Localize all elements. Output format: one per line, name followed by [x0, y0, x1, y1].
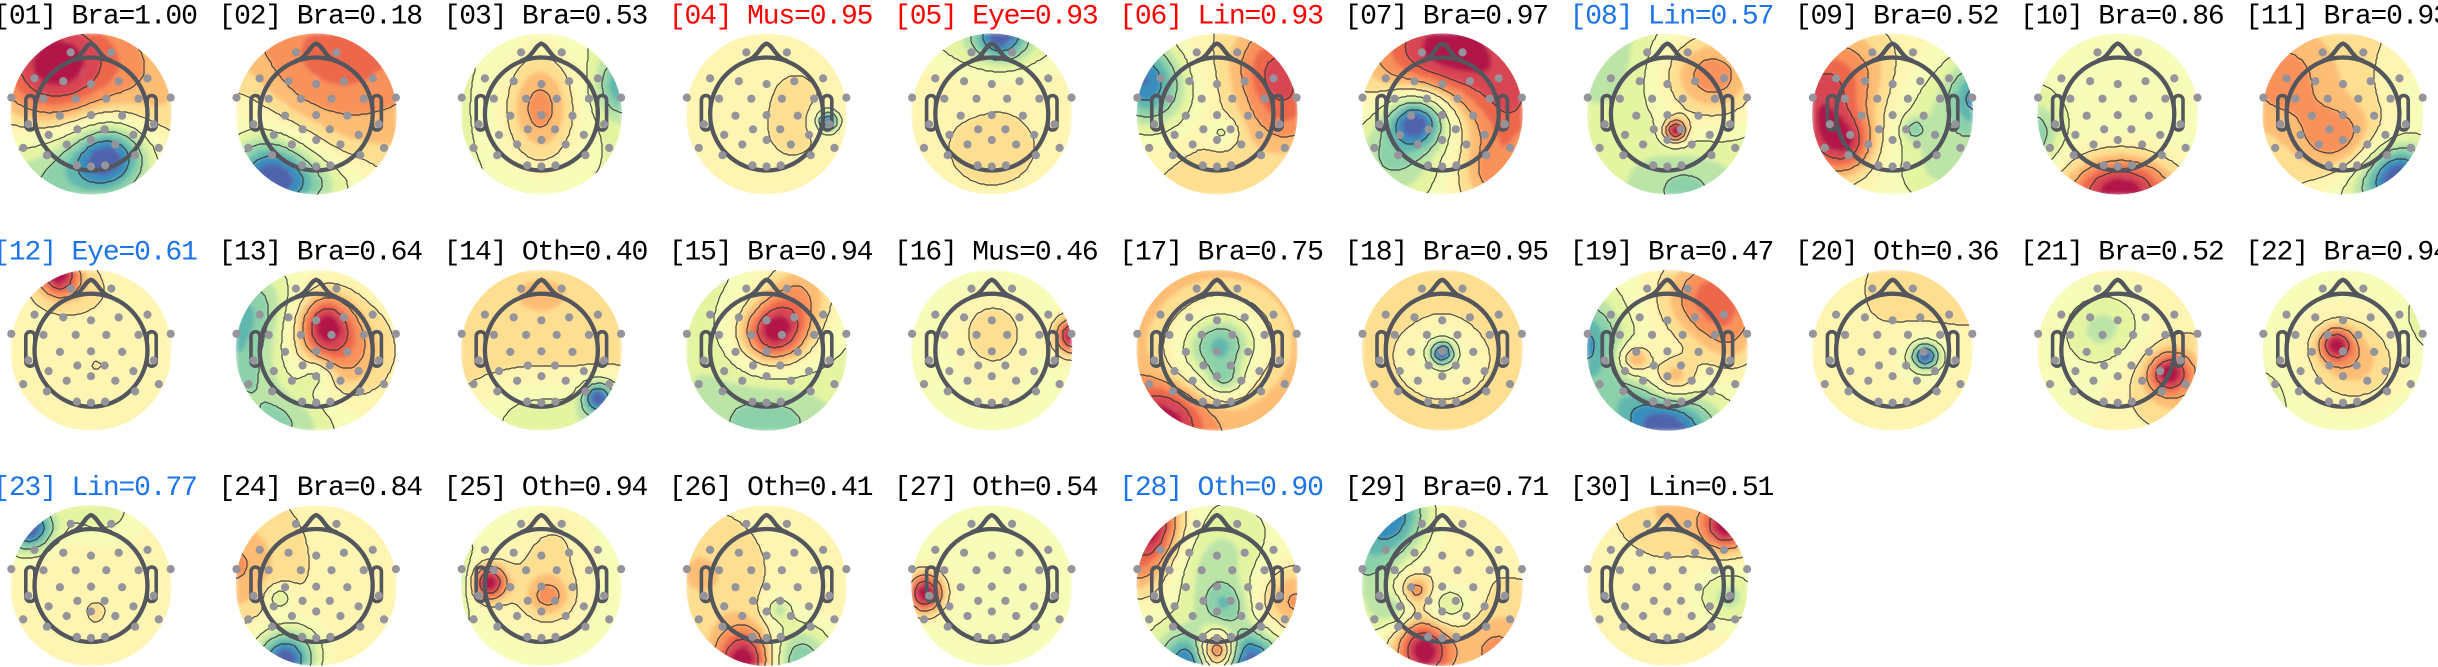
svg-text:[06] Lin=0.93: [06] Lin=0.93: [1119, 2, 1323, 33]
svg-text:[23] Lin=0.77: [23] Lin=0.77: [0, 473, 197, 504]
svg-text:[01] Bra=1.00: [01] Bra=1.00: [0, 2, 197, 33]
svg-text:[10] Bra=0.86: [10] Bra=0.86: [2020, 2, 2224, 33]
svg-text:[16] Mus=0.46: [16] Mus=0.46: [894, 238, 1098, 269]
svg-text:[25] Oth=0.94: [25] Oth=0.94: [444, 473, 648, 504]
svg-text:[21] Bra=0.52: [21] Bra=0.52: [2020, 238, 2224, 269]
svg-text:[18] Bra=0.95: [18] Bra=0.95: [1344, 238, 1548, 269]
svg-text:[27] Oth=0.54: [27] Oth=0.54: [894, 473, 1098, 504]
svg-text:[11] Bra=0.93: [11] Bra=0.93: [2245, 2, 2438, 33]
svg-text:[09] Bra=0.52: [09] Bra=0.52: [1795, 2, 1999, 33]
svg-text:[22] Bra=0.94: [22] Bra=0.94: [2245, 238, 2438, 269]
svg-text:[30] Lin=0.51: [30] Lin=0.51: [1570, 473, 1774, 504]
svg-text:[20] Oth=0.36: [20] Oth=0.36: [1795, 238, 1999, 269]
svg-text:[19] Bra=0.47: [19] Bra=0.47: [1570, 238, 1774, 269]
svg-text:[03] Bra=0.53: [03] Bra=0.53: [444, 2, 648, 33]
svg-text:[08] Lin=0.57: [08] Lin=0.57: [1570, 2, 1774, 33]
svg-text:[24] Bra=0.84: [24] Bra=0.84: [218, 473, 422, 504]
svg-text:[12] Eye=0.61: [12] Eye=0.61: [0, 238, 197, 269]
svg-text:[15] Bra=0.94: [15] Bra=0.94: [669, 238, 873, 269]
svg-text:[05] Eye=0.93: [05] Eye=0.93: [894, 2, 1098, 33]
svg-text:[17] Bra=0.75: [17] Bra=0.75: [1119, 238, 1323, 269]
svg-text:[02] Bra=0.18: [02] Bra=0.18: [218, 2, 422, 33]
svg-text:[04] Mus=0.95: [04] Mus=0.95: [669, 2, 873, 33]
svg-text:[14] Oth=0.40: [14] Oth=0.40: [444, 238, 648, 269]
svg-text:[29] Bra=0.71: [29] Bra=0.71: [1344, 473, 1548, 504]
svg-text:[13] Bra=0.64: [13] Bra=0.64: [218, 238, 422, 269]
svg-text:[26] Oth=0.41: [26] Oth=0.41: [669, 473, 873, 504]
svg-text:[28] Oth=0.90: [28] Oth=0.90: [1119, 473, 1323, 504]
svg-text:[07] Bra=0.97: [07] Bra=0.97: [1344, 2, 1548, 33]
